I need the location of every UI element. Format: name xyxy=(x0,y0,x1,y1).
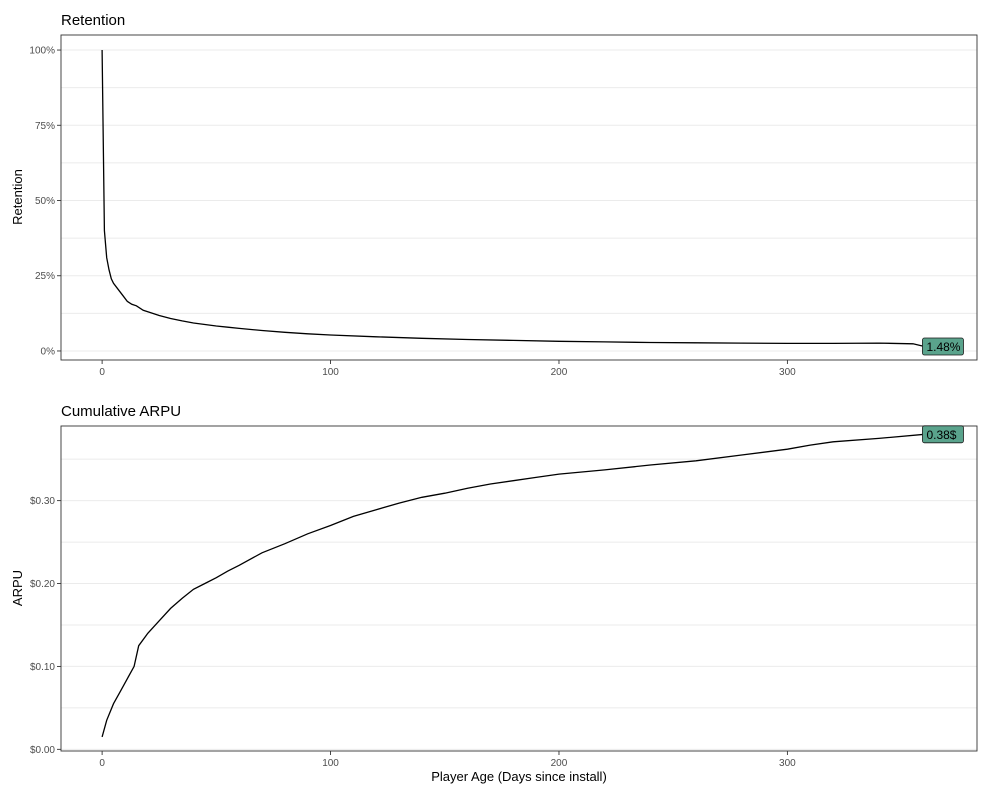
retention-y-axis: 0% 25% 50% 75% 100% xyxy=(29,46,61,357)
arpu-x-tick-label: 0 xyxy=(99,758,105,769)
arpu-y-tick-label: $0.00 xyxy=(30,745,55,756)
arpu-y-tick-label: $0.10 xyxy=(30,662,55,673)
retention-panel-border xyxy=(60,34,978,361)
retention-line xyxy=(101,49,925,348)
arpu-x-axis: 0 100 200 300 xyxy=(99,751,796,769)
x-axis-title: Player Age (Days since install) xyxy=(431,769,607,784)
arpu-line xyxy=(101,433,925,738)
retention-end-label: 1.48% xyxy=(922,337,964,356)
arpu-y-axis-title: ARPU xyxy=(10,570,25,606)
retention-x-tick-label: 200 xyxy=(551,367,568,378)
arpu-x-tick-label: 300 xyxy=(779,758,796,769)
arpu-y-tick-label: $0.20 xyxy=(30,579,55,590)
arpu-gridlines xyxy=(61,458,977,750)
retention-panel: Retention 0% 25% 50% 75% 100% 0 100 200 300 Ret… xyxy=(10,12,978,378)
retention-y-axis-title: Retention xyxy=(10,169,25,225)
retention-gridlines xyxy=(61,49,977,352)
retention-y-tick-label: 25% xyxy=(35,271,55,282)
arpu-y-axis: $0.00 $0.10 $0.20 $0.30 xyxy=(30,496,61,756)
arpu-title: Cumulative ARPU xyxy=(61,403,181,420)
retention-y-tick-label: 100% xyxy=(29,46,55,57)
arpu-panel: Cumulative ARPU $0.00 $0.10 $0.20 $0.30 0 10… xyxy=(10,403,978,769)
retention-x-tick-label: 300 xyxy=(779,367,796,378)
retention-end-label-text: 1.48% xyxy=(926,340,960,354)
retention-title: Retention xyxy=(61,12,125,29)
retention-y-tick-label: 75% xyxy=(35,121,55,132)
retention-x-axis: 0 100 200 300 xyxy=(99,360,796,378)
arpu-end-label-box xyxy=(922,425,964,444)
retention-y-tick-label: 0% xyxy=(41,346,56,357)
retention-x-tick-label: 0 xyxy=(99,367,105,378)
arpu-panel-border xyxy=(60,425,978,752)
arpu-end-label-text: 0.38$ xyxy=(926,428,956,442)
retention-x-tick-label: 100 xyxy=(322,367,339,378)
retention-y-tick-label: 50% xyxy=(35,196,55,207)
retention-end-label-box xyxy=(922,337,964,356)
arpu-y-tick-label: $0.30 xyxy=(30,496,55,507)
arpu-x-tick-label: 200 xyxy=(551,758,568,769)
arpu-x-tick-label: 100 xyxy=(322,758,339,769)
arpu-end-label: 0.38$ xyxy=(922,425,964,444)
